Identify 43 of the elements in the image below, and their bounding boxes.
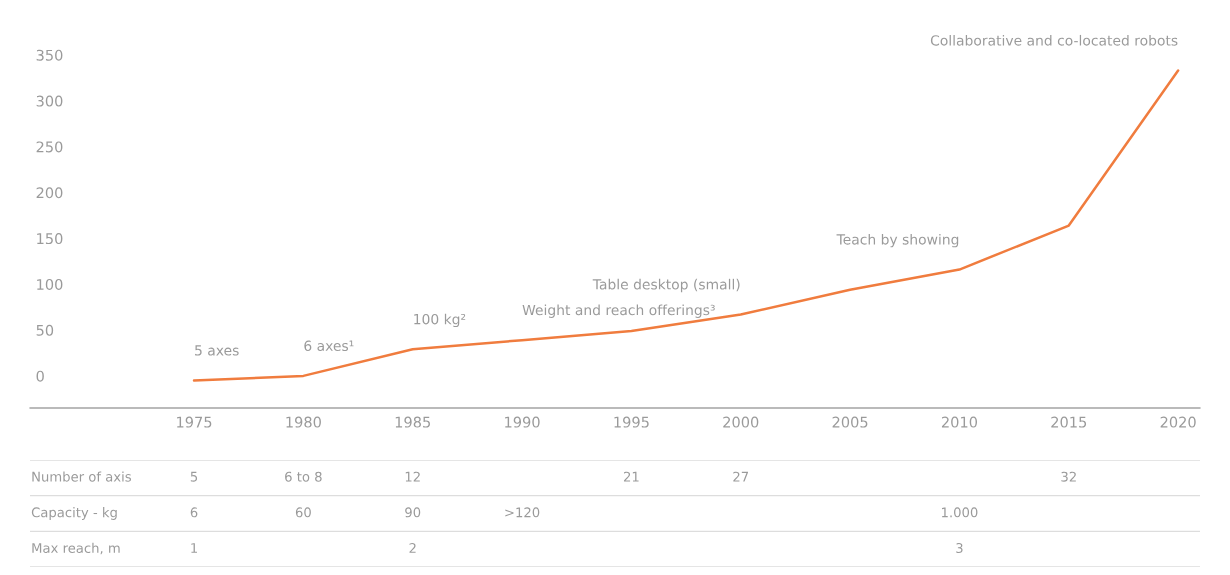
x-tick-label: 1980 <box>286 416 321 428</box>
x-tick-label: 2015 <box>1051 416 1087 428</box>
annotation: Weight and reach offerings³ <box>522 304 715 318</box>
y-tick-label: 300 <box>36 95 63 107</box>
text: 27 <box>733 471 749 482</box>
category-label: Capacity - kg <box>31 507 117 520</box>
y-tick-label: 50 <box>36 324 54 336</box>
text: 90 <box>405 507 421 518</box>
text: 3 <box>956 543 963 553</box>
text: 1.000 <box>942 507 978 518</box>
y-tick-label: 200 <box>36 187 63 199</box>
text: 32 <box>1061 471 1076 482</box>
y-tick-label: 250 <box>36 141 63 153</box>
text: 21 <box>623 471 639 482</box>
category-label: Number of axis <box>32 471 131 482</box>
text: 60 <box>295 507 311 518</box>
y-tick-label: 350 <box>36 49 63 61</box>
text: 6 to 8 <box>285 471 322 482</box>
x-tick-label: 2000 <box>723 416 759 428</box>
text: 2 <box>409 543 416 553</box>
annotation: 6 axes¹ <box>304 340 354 351</box>
text: 5 <box>190 471 198 482</box>
x-tick-label: 1975 <box>177 416 212 428</box>
x-tick-label: 2005 <box>832 416 868 428</box>
annotation: Teach by showing <box>836 233 959 248</box>
x-tick-label: 2010 <box>941 416 978 428</box>
x-tick-label: 1985 <box>395 416 430 428</box>
annotation: Table desktop (small) <box>592 278 740 293</box>
category-label: Max reach, m <box>32 542 120 555</box>
annotation: 5 axes <box>195 345 239 356</box>
text: 1 <box>191 543 197 553</box>
text: >120 <box>505 507 540 518</box>
text: 12 <box>405 471 420 482</box>
x-tick-label: 2020 <box>1160 416 1196 428</box>
annotation: Collaborative and co-located robots <box>930 34 1178 46</box>
y-tick-label: 100 <box>37 278 63 290</box>
text: 6 <box>190 507 198 518</box>
y-tick-label: 0 <box>36 370 44 382</box>
y-tick-label: 150 <box>37 233 63 245</box>
line-series <box>192 69 1180 382</box>
annotation: 100 kg² <box>414 313 466 328</box>
x-tick-label: 1990 <box>505 416 540 428</box>
x-tick-label: 1995 <box>614 416 649 428</box>
